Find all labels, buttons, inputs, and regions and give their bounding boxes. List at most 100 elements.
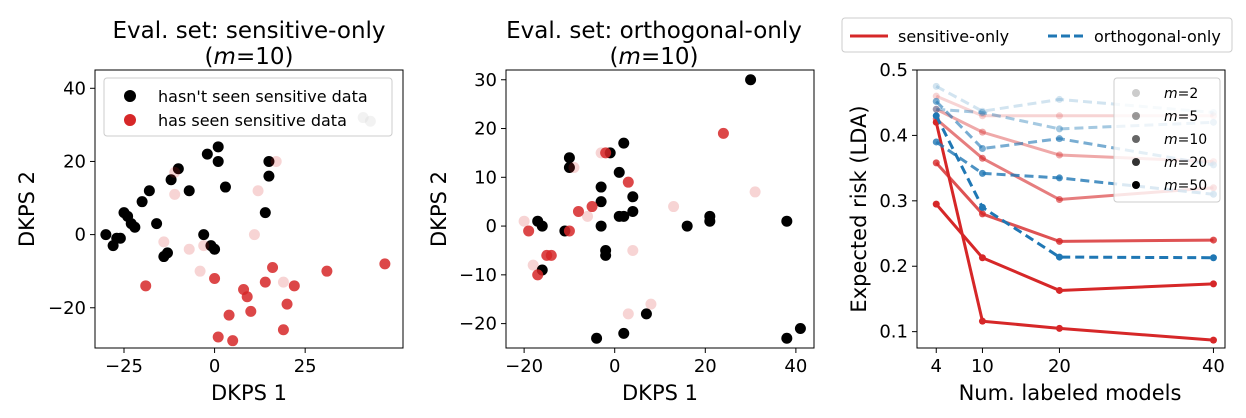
panel1-point: [212, 141, 224, 153]
m-legend-marker-2: [1132, 89, 1140, 97]
panel-sensitive-only: Eval. set: sensitive-only (m=10) −25 0 25−…: [15, 18, 404, 405]
panel2-point: [563, 152, 575, 164]
panel1-point: [259, 207, 271, 219]
panel2-xtick-label: 0: [609, 356, 620, 377]
panel2-point: [586, 201, 598, 213]
panel1-plot-frame: [94, 69, 404, 349]
panel1-point: [114, 232, 126, 244]
panel2-point: [613, 166, 625, 178]
panel1-point: [151, 218, 163, 230]
panel2-point: [668, 201, 680, 213]
panel1-point: [169, 188, 181, 200]
panel3-ylabel: Expected risk (LDA): [847, 105, 871, 312]
panel1-point: [245, 305, 257, 317]
series-marker-sensitive-only-m10: [978, 154, 986, 162]
panel1-point: [281, 298, 293, 310]
series-marker-sensitive-only-m50: [1209, 280, 1217, 288]
series-marker-orthogonal-only-m5: [932, 105, 940, 113]
panel2-point: [545, 249, 557, 261]
series-marker-orthogonal-only-m2: [932, 82, 940, 90]
series-marker-orthogonal-only-m20: [1055, 174, 1063, 182]
panel3-lines: [932, 82, 1217, 344]
panel2-ytick-label: 0: [486, 216, 497, 237]
m-legend-marker-10: [1132, 135, 1140, 143]
panel2-point: [645, 298, 657, 310]
series-marker-sensitive-only-m50: [1055, 286, 1063, 294]
panel3-xlabel: Num. labeled models: [959, 381, 1182, 405]
panel2-point: [794, 322, 806, 334]
panel2-point: [536, 220, 548, 232]
panel1-point: [219, 181, 231, 193]
series-marker-orthogonal-only-m10: [1055, 135, 1063, 143]
panel2-point: [595, 181, 607, 193]
m-legend-label-2: m=2: [1164, 86, 1198, 102]
panel2-point: [745, 74, 757, 86]
series-marker-sensitive-only-m5: [978, 128, 986, 136]
panel2-ytick-label: 30: [474, 70, 497, 91]
series-marker-orthogonal-only-m5: [978, 109, 986, 117]
panel3-plot-frame: [916, 69, 1226, 349]
panel2-point: [627, 205, 639, 217]
panel2-point: [527, 259, 539, 271]
panel1-ticks: −25 0 25 −20 0 20 40: [48, 78, 317, 377]
panel1-xtick-label: −25: [105, 356, 143, 377]
series-marker-orthogonal-only-m50: [932, 112, 940, 120]
series-line-sensitive-only-m50: [935, 203, 1214, 292]
series-marker-orthogonal-only-m50: [978, 203, 986, 211]
series-marker-sensitive-only-m2: [932, 92, 940, 100]
panel3-ytick-label: 0.5: [879, 60, 908, 81]
panel3-ytick-label: 0.3: [879, 191, 908, 212]
legend-label-has-seen: has seen sensitive data: [158, 111, 347, 130]
panel1-point: [212, 155, 224, 167]
panel3-xtick-label: 4: [931, 356, 942, 377]
series-marker-sensitive-only-m5: [1055, 151, 1063, 159]
panel1-ylabel: DKPS 2: [15, 171, 39, 247]
panel2-point: [627, 191, 639, 203]
series-marker-orthogonal-only-m10: [932, 97, 940, 105]
panel1-point: [198, 229, 210, 241]
panel1-points: [100, 112, 391, 347]
panel1-point: [263, 170, 275, 182]
panel2-ytick-label: 10: [474, 167, 497, 188]
panel2-point: [717, 127, 729, 139]
panel1-point: [183, 243, 195, 255]
panel1-ytick-label: 20: [63, 151, 86, 172]
panel2-ytick-label: −10: [459, 265, 497, 286]
panel1-point: [161, 247, 173, 259]
panel1-title-line1: Eval. set: sensitive-only: [112, 18, 385, 44]
panel2-point: [600, 249, 612, 261]
panel1-xlabel: DKPS 1: [211, 381, 287, 405]
panel1-point: [129, 221, 141, 233]
panel2-point: [563, 162, 575, 174]
panel1-point: [241, 291, 253, 303]
panel2-point: [523, 225, 535, 237]
m-legend-label-10: m=10: [1164, 132, 1207, 148]
series-marker-sensitive-only-m5: [932, 105, 940, 113]
series-marker-sensitive-only-m100: [1209, 336, 1217, 344]
panel2-point: [595, 196, 607, 208]
series-marker-sensitive-only-m2: [1055, 112, 1063, 120]
panel2-point: [532, 269, 544, 281]
panel2-xlabel: DKPS 1: [622, 381, 698, 405]
panel2-point: [568, 162, 580, 174]
series-marker-sensitive-only-m2: [978, 112, 986, 120]
panel2-point: [622, 308, 634, 320]
series-marker-sensitive-only-m20: [1209, 236, 1217, 244]
panel2-point: [563, 225, 575, 237]
panel3-xtick-label: 20: [1048, 356, 1071, 377]
panel3-ytick-label: 0.1: [879, 322, 908, 343]
panel2-point: [595, 147, 607, 159]
panel2-point: [618, 137, 630, 149]
panel1-point: [169, 166, 181, 178]
panel1-point: [267, 262, 279, 274]
m-legend-marker-5: [1132, 112, 1140, 120]
panel1-ytick-label: 0: [75, 225, 86, 246]
panel2-point: [518, 215, 530, 227]
panel2-point: [618, 327, 630, 339]
panel3-xtick-label: 40: [1202, 356, 1225, 377]
top-legend-label-sensitive: sensitive-only: [898, 27, 1009, 46]
series-marker-sensitive-only-m100: [1055, 324, 1063, 332]
panel2-xtick-label: 20: [694, 356, 717, 377]
panel2-xtick-label: −20: [505, 356, 543, 377]
